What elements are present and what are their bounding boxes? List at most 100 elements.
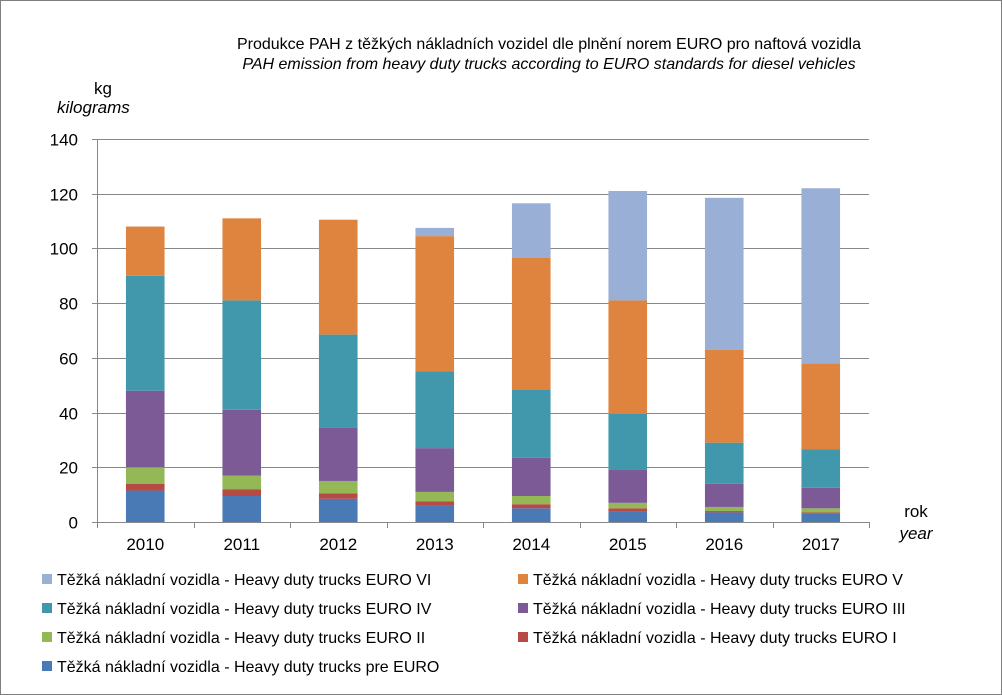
x-tick-label: 2010 <box>126 535 164 554</box>
legend: Těžká nákladní vozidla - Heavy duty truc… <box>42 572 906 676</box>
bar-2016-series-5 <box>704 349 744 443</box>
bar-2013-series-5 <box>415 236 455 372</box>
bar-2017-series-2 <box>801 508 841 513</box>
y-tick-label: 0 <box>69 514 78 533</box>
y-tick-label: 60 <box>59 350 78 369</box>
bar-2014-series-2 <box>511 496 551 505</box>
x-tick-label: 2016 <box>705 535 743 554</box>
bar-2011-series-3 <box>222 409 262 476</box>
bar-2010-series-1 <box>125 483 165 491</box>
bar-2015-series-3 <box>608 470 648 503</box>
bar-2011-series-0 <box>222 496 262 522</box>
bar-2016-series-0 <box>704 512 744 522</box>
bar-2016-series-1 <box>704 511 744 513</box>
x-tick-labels: 2010 2011 2012 2013 2014 2015 2016 2017 <box>126 535 839 554</box>
bar-2016-series-3 <box>704 483 744 507</box>
bar-2017-series-3 <box>801 487 841 509</box>
bar-2015-series-4 <box>608 413 648 471</box>
y-tick-label: 80 <box>59 295 78 314</box>
bar-2013-series-2 <box>415 491 455 502</box>
y-tick-label: 140 <box>50 131 78 150</box>
x-tick-label: 2015 <box>609 535 647 554</box>
bar-2010-series-3 <box>125 390 165 468</box>
bar-2017-series-0 <box>801 513 841 522</box>
bar-2012-series-4 <box>318 334 358 428</box>
legend-item: Těžká nákladní vozidla - Heavy duty truc… <box>518 572 903 589</box>
legend-swatch <box>42 603 52 613</box>
bar-2014-series-3 <box>511 457 551 497</box>
bar-2010-series-4 <box>125 275 165 391</box>
x-axis-label: rok <box>904 502 928 521</box>
bar-2011-series-5 <box>222 218 262 301</box>
bar-2011-series-4 <box>222 300 262 410</box>
bar-2013-series-4 <box>415 371 455 449</box>
x-tick-label: 2017 <box>802 535 840 554</box>
legend-swatch <box>42 574 52 584</box>
y-tick-labels: 0 20 40 60 80 100 120 140 <box>50 131 78 533</box>
bar-2017-series-5 <box>801 363 841 450</box>
legend-item: Těžká nákladní vozidla - Heavy duty truc… <box>42 572 431 589</box>
y-axis-label: kg <box>94 79 112 98</box>
bar-2017-series-1 <box>801 512 841 514</box>
legend-item: Těžká nákladní vozidla - Heavy duty truc… <box>518 630 897 647</box>
bars <box>125 188 841 522</box>
legend-label: Těžká nákladní vozidla - Heavy duty truc… <box>533 572 903 589</box>
bar-2014-series-6 <box>511 203 551 259</box>
legend-swatch <box>518 603 528 613</box>
y-tick-label: 40 <box>59 405 78 424</box>
bar-2012-series-1 <box>318 493 358 499</box>
legend-label: Těžká nákladní vozidla - Heavy duty truc… <box>57 601 432 618</box>
bar-2017-series-4 <box>801 449 841 488</box>
y-axis-label-en: kilograms <box>57 98 130 117</box>
y-tick-label: 120 <box>50 186 78 205</box>
bar-2010-series-2 <box>125 467 165 484</box>
legend-swatch <box>518 632 528 642</box>
bar-2014-series-1 <box>511 504 551 509</box>
bar-2012-series-3 <box>318 427 358 481</box>
legend-swatch <box>42 632 52 642</box>
legend-swatch <box>42 661 52 671</box>
bar-2012-series-0 <box>318 498 358 522</box>
y-tick-label: 100 <box>50 240 78 259</box>
bar-2012-series-2 <box>318 480 358 494</box>
legend-label: Těžká nákladní vozidla - Heavy duty truc… <box>57 572 431 589</box>
bar-2013-series-0 <box>415 505 455 522</box>
x-tick-label: 2013 <box>416 535 454 554</box>
legend-item: Těžká nákladní vozidla - Heavy duty truc… <box>42 601 432 618</box>
legend-label: Těžká nákladní vozidla - Heavy duty truc… <box>57 630 425 647</box>
bar-2017-series-6 <box>801 188 841 364</box>
bar-2011-series-1 <box>222 489 262 497</box>
x-axis-label-en: year <box>898 524 933 543</box>
bar-2015-series-5 <box>608 300 648 414</box>
bar-2013-series-1 <box>415 501 455 506</box>
bar-2014-series-4 <box>511 389 551 458</box>
bar-2015-series-6 <box>608 190 648 301</box>
chart-subtitle: PAH emission from heavy duty trucks acco… <box>242 56 855 73</box>
bar-2010-series-0 <box>125 490 165 522</box>
y-tick-label: 20 <box>59 459 78 478</box>
bar-2015-series-0 <box>608 511 648 522</box>
legend-label: Těžká nákladní vozidla - Heavy duty truc… <box>57 659 439 676</box>
x-tick-label: 2011 <box>223 535 260 554</box>
legend-label: Těžká nákladní vozidla - Heavy duty truc… <box>533 630 897 647</box>
bar-2015-series-2 <box>608 502 648 509</box>
gridlines <box>92 139 870 528</box>
bar-2011-series-2 <box>222 475 262 490</box>
bar-2015-series-1 <box>608 508 648 512</box>
legend-item: Těžká nákladní vozidla - Heavy duty truc… <box>42 659 439 676</box>
bar-2013-series-6 <box>415 227 455 237</box>
bar-2012-series-5 <box>318 219 358 335</box>
legend-item: Těžká nákladní vozidla - Heavy duty truc… <box>518 601 906 618</box>
bar-2014-series-5 <box>511 258 551 390</box>
bar-2014-series-0 <box>511 508 551 522</box>
bar-2013-series-3 <box>415 448 455 492</box>
bar-2016-series-6 <box>704 197 744 350</box>
bar-2016-series-4 <box>704 442 744 484</box>
bar-2010-series-5 <box>125 226 165 276</box>
chart-title: Produkce PAH z těžkých nákladních vozide… <box>237 36 861 53</box>
bar-2016-series-2 <box>704 506 744 512</box>
x-tick-label: 2012 <box>319 535 357 554</box>
legend-swatch <box>518 574 528 584</box>
